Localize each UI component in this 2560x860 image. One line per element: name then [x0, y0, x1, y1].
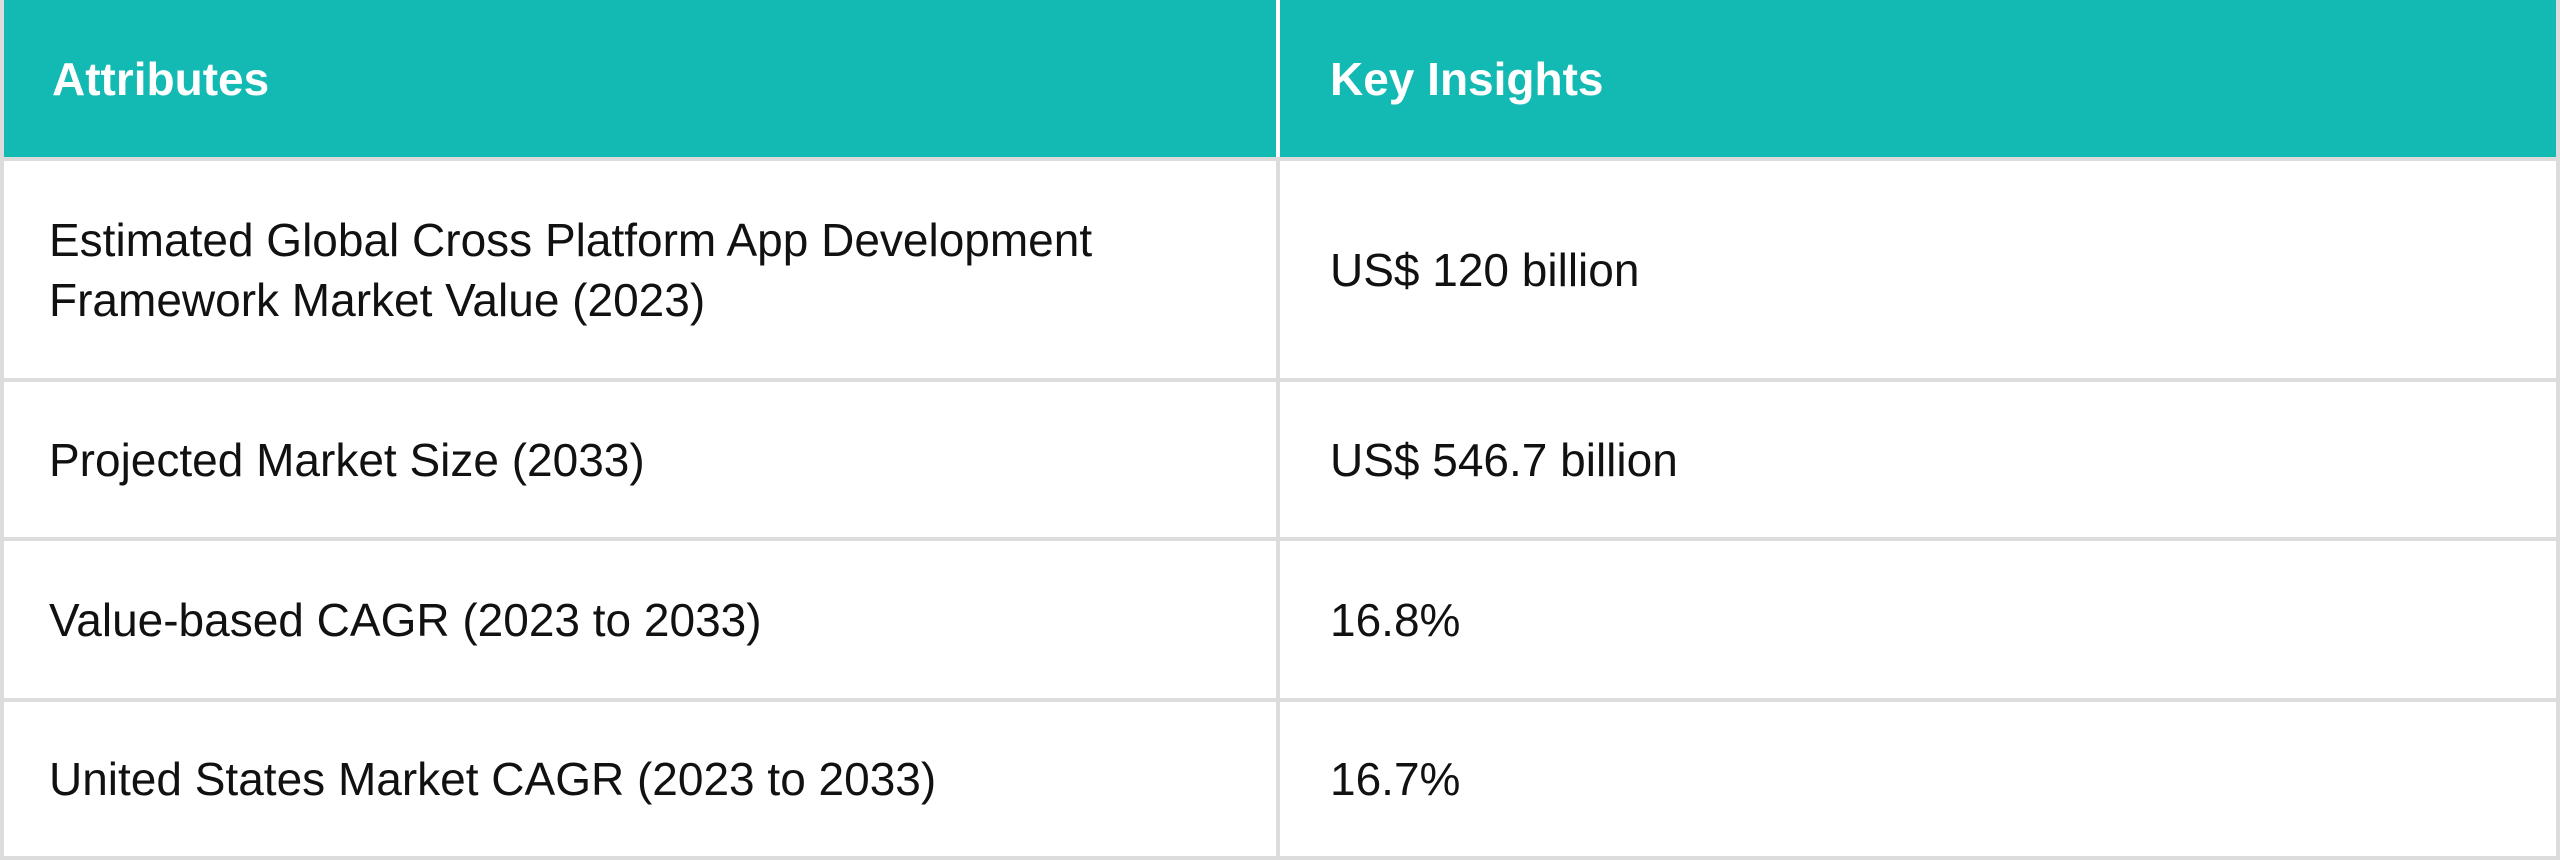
- table-header-row: Attributes Key Insights: [4, 0, 2556, 157]
- insight-cell: 16.8%: [1330, 593, 1461, 646]
- table-row: Projected Market Size (2033) US$ 546.7 b…: [4, 378, 2556, 537]
- attribute-cell: Projected Market Size (2033): [4, 382, 1280, 537]
- attribute-cell: Value-based CAGR (2023 to 2033): [4, 541, 1280, 698]
- insight-cell: US$ 546.7 billion: [1330, 433, 1678, 486]
- attribute-cell: Estimated Global Cross Platform App Deve…: [4, 161, 1280, 378]
- table-row: United States Market CAGR (2023 to 2033)…: [4, 698, 2556, 856]
- insight-cell: US$ 120 billion: [1330, 243, 1640, 296]
- insight-cell: 16.7%: [1330, 753, 1461, 805]
- attribute-cell: United States Market CAGR (2023 to 2033): [4, 702, 1280, 856]
- header-attributes: Attributes: [4, 0, 1280, 157]
- table-row: Estimated Global Cross Platform App Deve…: [4, 157, 2556, 378]
- header-key-insights: Key Insights: [1330, 52, 1604, 105]
- table-row: Value-based CAGR (2023 to 2033) 16.8%: [4, 537, 2556, 698]
